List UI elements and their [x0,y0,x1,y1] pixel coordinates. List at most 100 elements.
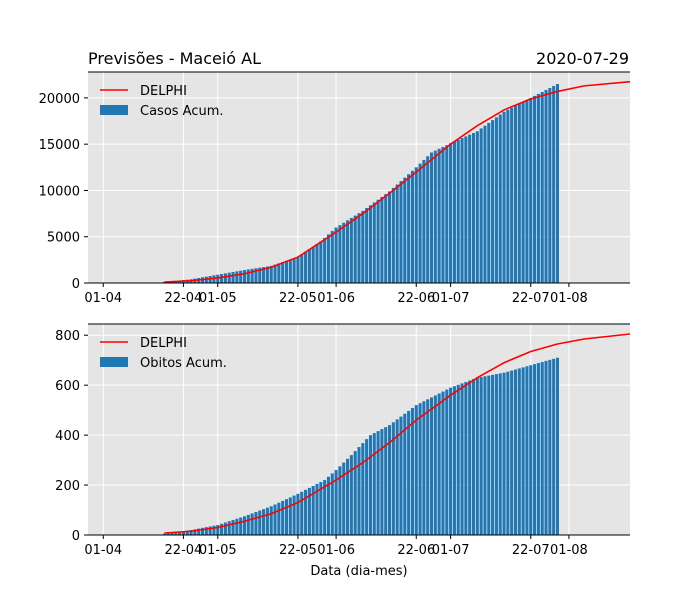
bar [189,530,193,535]
bar [555,84,560,283]
bar [323,237,327,283]
bar [365,208,369,283]
bar [277,263,281,283]
bar [315,483,319,535]
bar [376,199,380,283]
bar [433,395,437,535]
bar [407,174,411,283]
chart-title: Previsões - Maceió AL [88,49,261,68]
bar [304,489,308,535]
legend-label-bars: Casos Acum. [140,104,224,119]
bar [212,525,216,535]
bar [346,458,350,535]
delphi-line [164,80,631,283]
bar [418,163,422,283]
bar [197,528,201,535]
bar [319,482,323,535]
bar [319,241,323,283]
bar [181,531,185,535]
bar [178,531,182,535]
x-tick-label: 22-07 [512,543,550,558]
bar [250,268,254,283]
bar [288,497,292,535]
bar [449,387,453,535]
bar [216,274,220,283]
bar [269,506,273,535]
bar [464,136,468,283]
bar [162,533,166,535]
bar [487,122,491,283]
delphi-line [164,333,631,534]
bar [494,117,498,283]
bar [296,493,300,535]
bar [311,485,315,535]
bar [220,274,224,283]
bar [204,527,208,535]
bar [269,265,273,283]
bar [300,254,304,283]
bar [410,170,414,283]
bar [399,416,403,535]
bar [391,187,395,283]
bar [529,97,533,283]
bar [540,361,544,535]
bar [506,109,510,283]
bar [426,399,430,535]
bar [552,358,556,535]
bar [242,516,247,535]
bar [242,270,247,283]
bar [254,511,258,535]
bar [250,513,254,535]
bar [544,360,548,535]
bar [502,111,506,284]
x-tick-label: 22-05 [279,543,317,558]
x-tick-label: 22-06 [397,291,435,306]
bar [273,264,277,283]
y-tick-label: 15000 [39,138,80,153]
y-tick-label: 200 [55,479,80,494]
bar [529,365,533,535]
bar [437,393,441,535]
bar [548,359,552,535]
bar [445,389,449,535]
bar [403,413,407,535]
bar [246,514,250,535]
bar [498,373,502,535]
bar [471,132,476,283]
bar [494,374,498,535]
bar [357,213,361,283]
bar [342,462,346,535]
bar [281,500,285,535]
bar [426,156,430,283]
bar [437,148,441,283]
x-axis-label: Data (dia-mes) [310,564,407,579]
chart-date: 2020-07-29 [536,49,629,68]
bar [525,99,529,284]
bar [525,366,529,535]
x-tick-label: 01-07 [432,543,470,558]
bar [246,269,250,283]
bar [315,243,319,283]
bar [311,246,315,283]
y-tick-label: 600 [55,379,80,394]
y-tick-label: 20000 [39,92,80,107]
bar [555,357,560,535]
bar [357,447,361,535]
bar [200,527,205,535]
bar [372,433,376,535]
bar [326,234,330,283]
bar [502,372,506,535]
bar [239,517,243,535]
bar [368,205,372,283]
bar [536,363,540,535]
bar [429,152,434,283]
x-tick-label: 01-05 [199,543,237,558]
bar [395,184,399,283]
y-tick-label: 400 [55,429,80,444]
bar [399,181,403,283]
x-tick-label: 01-04 [84,291,122,306]
bar [552,86,556,283]
bar [513,369,518,535]
y-tick-label: 800 [55,329,80,344]
y-tick-label: 0 [72,529,80,544]
